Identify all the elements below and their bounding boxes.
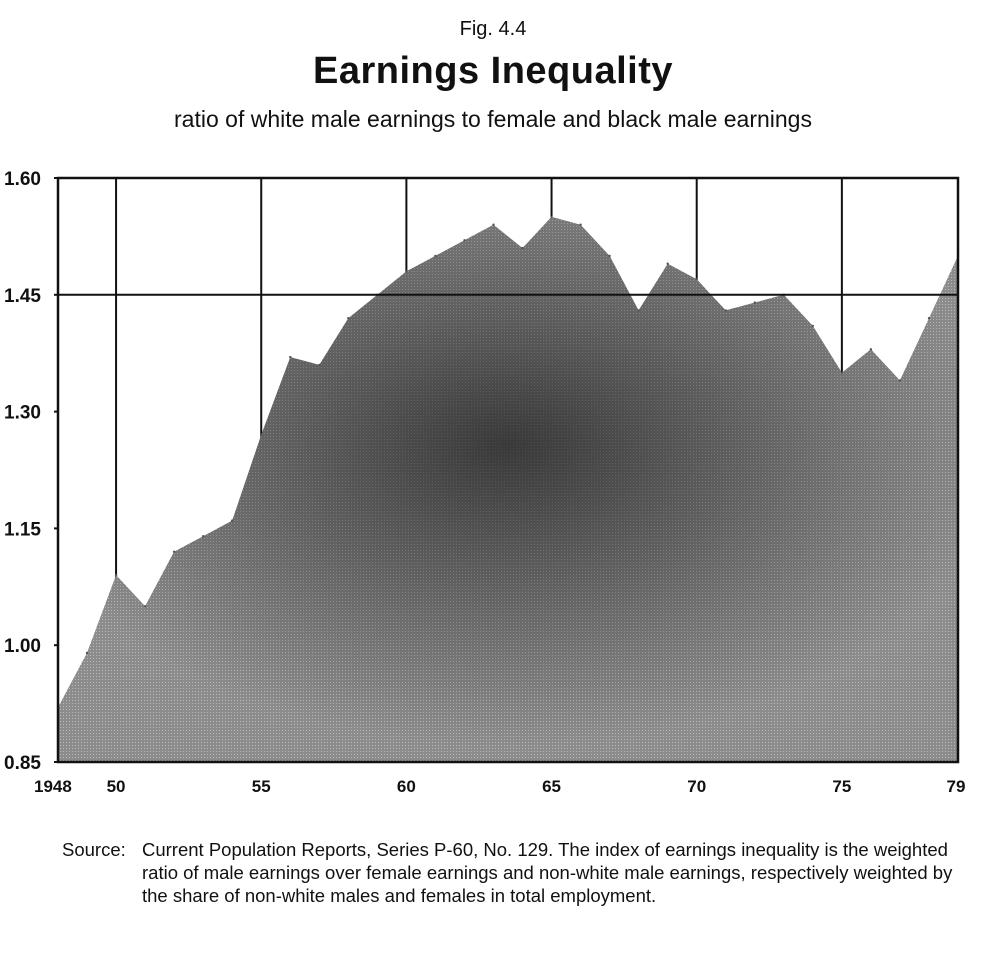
data-point-1974 <box>811 324 814 328</box>
data-point-1960 <box>405 270 408 273</box>
data-point-1966 <box>579 223 582 226</box>
data-point-1962 <box>463 239 466 242</box>
data-point-1950 <box>114 573 118 577</box>
x-tick-label-65: 65 <box>542 777 561 796</box>
data-point-1976 <box>869 348 873 351</box>
plot-frame <box>56 176 960 764</box>
data-point-1954 <box>231 519 234 522</box>
x-tick-label-55: 55 <box>252 777 271 796</box>
x-tick-label-79: 79 <box>947 777 966 796</box>
data-point-1975 <box>840 371 844 374</box>
data-point-1972 <box>753 301 756 304</box>
y-tick-label-1.15: 1.15 <box>4 519 41 540</box>
data-point-1955 <box>260 433 263 437</box>
data-point-1978 <box>927 317 931 320</box>
data-point-1964 <box>521 246 524 250</box>
x-tick-label-1948: 1948 <box>34 777 72 796</box>
y-tick-label-1.00: 1.00 <box>4 636 41 657</box>
y-tick-label-1.45: 1.45 <box>4 286 41 307</box>
y-tick-label-1.30: 1.30 <box>4 403 41 424</box>
chart-title: Earnings Inequality <box>312 50 674 92</box>
data-point-1958 <box>347 317 350 320</box>
data-point-1977 <box>898 379 902 382</box>
source-label: Source: <box>62 839 126 860</box>
y-tick-label-0.85: 0.85 <box>4 753 41 774</box>
data-point-1969 <box>666 262 669 265</box>
x-axis-ticks: 1948 50 55 60 65 70 75 79 <box>34 777 965 796</box>
area-chart: 0.85 1.00 1.15 1.30 1.45 1.60 1948 50 55 60 65 70 7… <box>4 169 965 796</box>
area-series-shading <box>58 216 958 762</box>
x-tick-label-75: 75 <box>832 777 851 796</box>
data-point-1968 <box>637 309 640 312</box>
x-tick-label-60: 60 <box>397 777 416 796</box>
data-point-1965 <box>550 215 553 219</box>
data-point-1970 <box>695 278 698 281</box>
data-point-1949 <box>85 651 89 655</box>
data-point-1957 <box>318 363 321 367</box>
x-tick-label-50: 50 <box>107 777 126 796</box>
chart-subtitle: ratio of white male earnings to female a… <box>174 106 812 132</box>
figure-label: Fig. 4.4 <box>459 18 527 40</box>
source-text: Current Population Reports, Series P-60,… <box>142 839 953 906</box>
area-layer <box>56 215 960 762</box>
data-point-1953 <box>202 535 205 538</box>
data-point-1951 <box>143 605 147 608</box>
y-axis-ticks: 0.85 1.00 1.15 1.30 1.45 1.60 <box>4 169 58 774</box>
data-point-1971 <box>724 309 727 312</box>
data-point-1963 <box>492 223 495 226</box>
data-point-1961 <box>434 254 437 258</box>
y-tick-label-1.60: 1.60 <box>4 169 41 190</box>
data-point-1952 <box>172 550 176 553</box>
data-point-1956 <box>289 355 292 359</box>
x-tick-label-70: 70 <box>687 777 706 796</box>
frame-layer <box>56 176 960 764</box>
data-point-1967 <box>608 254 611 258</box>
